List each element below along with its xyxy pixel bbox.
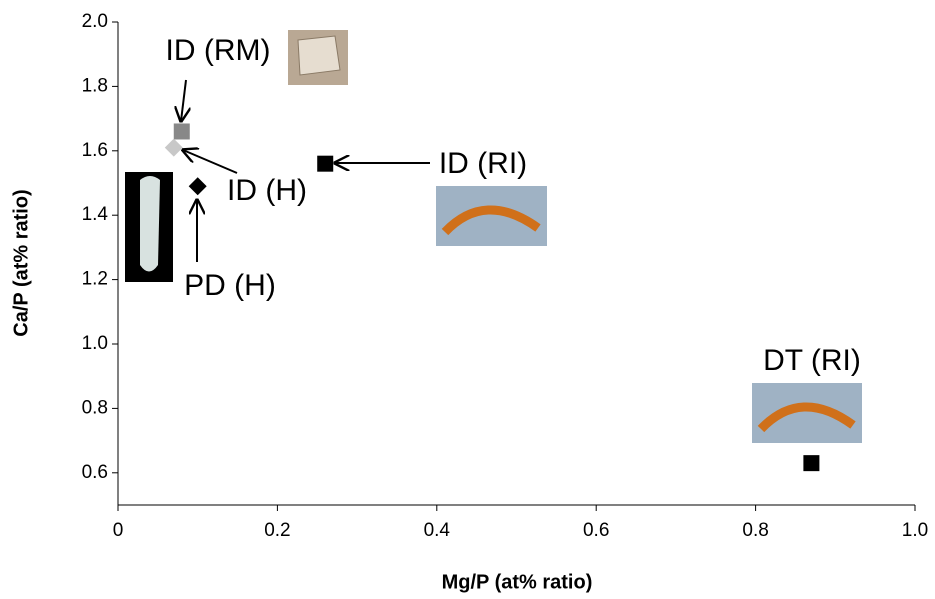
photo-tooth-shape [140, 176, 160, 272]
point [173, 123, 190, 140]
point-label: ID (RM) [166, 34, 271, 67]
y-tick-label: 0.8 [82, 397, 108, 418]
photos [125, 30, 862, 443]
photo-incisor [436, 186, 547, 246]
y-tick-label: 1.6 [82, 140, 108, 161]
point [188, 177, 207, 196]
x-tick-label: 1.0 [902, 520, 928, 541]
y-tick-label: 1.0 [82, 333, 108, 354]
point [803, 455, 820, 472]
x-tick-label: 0.6 [583, 520, 609, 541]
point-label: DT (RI) [763, 344, 861, 377]
point-label: PD (H) [184, 269, 276, 302]
photo-tusk-shape [757, 402, 856, 433]
point-label: ID (H) [227, 174, 307, 207]
arrows [181, 79, 430, 262]
y-axis-title: Ca/P (at% ratio) [10, 189, 32, 336]
arrow [183, 150, 238, 174]
y-tick-label: 0.6 [82, 462, 108, 483]
y-tick-label: 2.0 [82, 11, 108, 32]
x-tick-label: 0.2 [264, 520, 290, 541]
x-tick-label: 0 [113, 520, 124, 541]
y-tick-label: 1.4 [82, 204, 109, 225]
point-label: ID (RI) [439, 147, 527, 180]
y-tick-label: 1.2 [82, 269, 108, 290]
point [317, 155, 334, 172]
point [164, 138, 183, 157]
arrow [181, 79, 186, 121]
x-tick-label: 0.8 [742, 520, 768, 541]
photo-tusk [752, 383, 862, 443]
photo-incisor-shape [441, 205, 541, 236]
y-tick-label: 1.8 [82, 75, 108, 96]
photo-fragment-shape [297, 35, 341, 76]
x-axis-title: Mg/P (at% ratio) [442, 571, 593, 593]
x-tick-label: 0.4 [424, 520, 451, 541]
